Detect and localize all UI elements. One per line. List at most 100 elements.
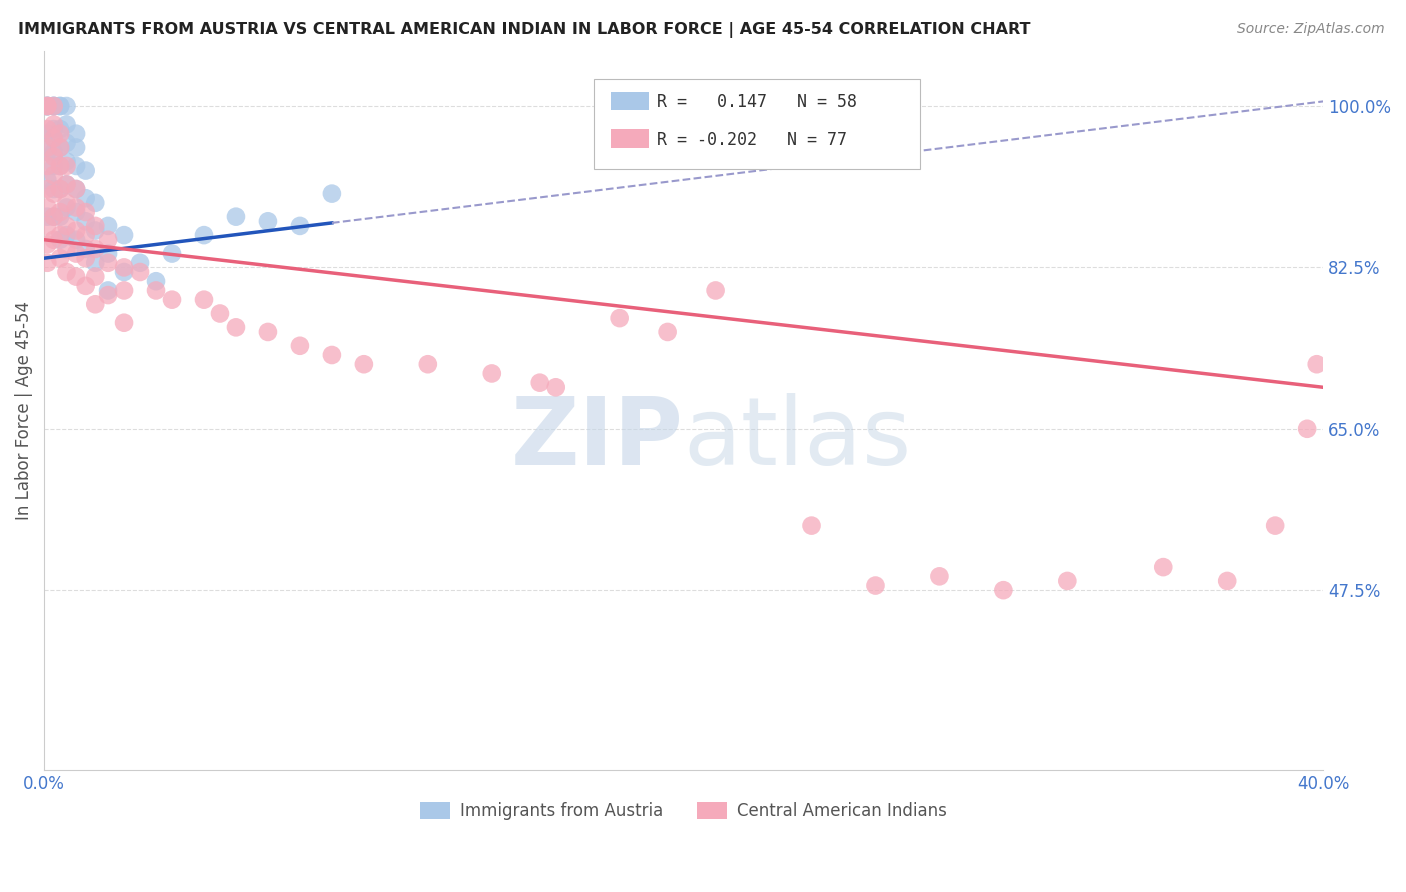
Point [84,242,107,256]
Point [75,205,97,219]
Point [321,348,343,362]
Point [49,228,72,243]
Point [97,219,120,233]
Point [49,251,72,265]
Point [65,140,87,154]
Point [49,233,72,247]
Point [65,201,87,215]
Point [257,214,280,228]
Point [84,195,107,210]
Point [49,140,72,154]
Point [993,583,1015,598]
FancyBboxPatch shape [610,92,650,111]
Point [97,288,120,302]
Point [97,256,120,270]
Point [353,357,375,371]
Point [544,380,567,394]
Point [1296,422,1319,436]
Point [37,256,59,270]
Point [145,284,167,298]
Point [37,99,59,113]
Point [84,297,107,311]
Point [160,293,183,307]
Point [37,99,59,113]
Point [55,118,77,132]
Point [49,99,72,113]
Point [42,182,65,196]
Point [42,99,65,113]
Point [65,127,87,141]
Point [55,201,77,215]
Point [657,325,679,339]
Point [97,284,120,298]
Point [225,210,247,224]
Point [75,191,97,205]
Point [416,357,439,371]
Point [65,223,87,237]
Point [49,122,72,136]
Point [160,246,183,260]
Point [37,182,59,196]
Point [37,99,59,113]
Point [112,284,135,298]
Point [65,269,87,284]
Point [928,569,950,583]
Point [55,99,77,113]
Point [37,173,59,187]
Point [42,210,65,224]
Point [49,182,72,196]
Point [112,228,135,243]
Point [49,99,72,113]
Point [49,127,72,141]
Point [42,99,65,113]
Point [49,182,72,196]
Point [37,127,59,141]
Point [42,131,65,145]
Point [42,122,65,136]
Point [704,284,727,298]
Point [193,228,215,243]
FancyBboxPatch shape [595,79,921,169]
Point [42,145,65,160]
Point [55,159,77,173]
Point [42,210,65,224]
Point [1264,518,1286,533]
Point [42,150,65,164]
Point [55,242,77,256]
Y-axis label: In Labor Force | Age 45-54: In Labor Force | Age 45-54 [15,301,32,520]
Point [37,99,59,113]
Text: R =   0.147   N = 58: R = 0.147 N = 58 [657,93,856,112]
Point [42,159,65,173]
Point [65,246,87,260]
Text: R = -0.202   N = 77: R = -0.202 N = 77 [657,130,846,149]
Point [865,578,887,592]
Point [145,274,167,288]
Point [1306,357,1329,371]
Point [129,265,152,279]
Point [65,159,87,173]
Point [49,210,72,224]
Point [225,320,247,334]
Point [321,186,343,201]
Point [112,316,135,330]
Point [42,99,65,113]
Point [49,159,72,173]
Point [37,145,59,160]
Point [208,306,231,320]
Text: ZIP: ZIP [510,393,683,485]
Point [257,325,280,339]
Point [49,159,72,173]
Point [55,265,77,279]
Point [75,242,97,256]
Point [288,339,311,353]
Point [481,367,503,381]
Point [84,269,107,284]
Point [37,140,59,154]
Point [37,99,59,113]
Point [75,251,97,265]
Point [129,256,152,270]
Point [42,168,65,182]
Point [42,131,65,145]
Point [75,163,97,178]
Point [37,122,59,136]
